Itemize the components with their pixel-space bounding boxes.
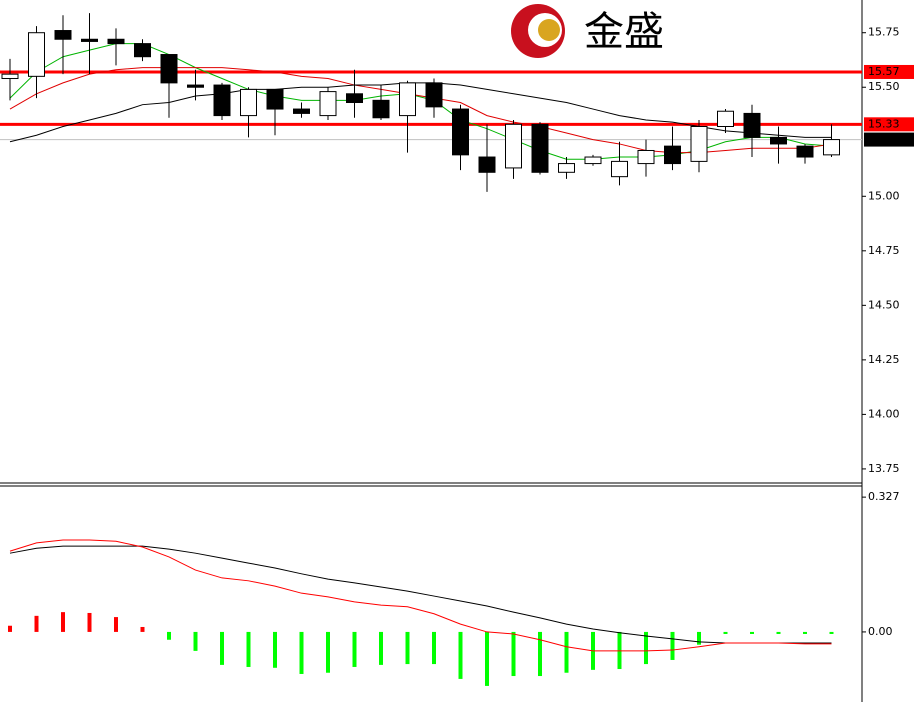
candle-body [160,54,178,84]
candle-body [319,91,337,117]
y-tick-label: 13.75 [868,462,900,475]
histogram-bar [750,631,754,634]
histogram-bar [829,631,834,634]
histogram-bar [114,617,118,632]
histogram-bar [538,631,542,677]
histogram-bar [167,631,171,640]
candle-body [81,38,98,42]
candle-body [266,88,284,110]
indicator-line [9,539,832,652]
price-label-bg [864,132,914,147]
y-tick-label: 0.327 [868,490,900,503]
y-tick-label: 15.00 [868,189,900,202]
watermark: 金盛 [584,9,664,55]
candle-body [213,84,231,117]
histogram-bar [246,631,251,667]
histogram-bar [8,625,12,632]
histogram-bar [644,631,648,665]
histogram-bar [723,631,728,634]
histogram-bar [511,631,516,677]
candle-body [107,38,125,45]
indicator-line [9,82,832,143]
y-tick-label: 14.25 [868,353,900,366]
histogram-bar [326,631,330,673]
candle-body [690,125,708,162]
candle-body [823,139,840,156]
histogram-bar [273,631,277,668]
candle-body [452,108,469,156]
candle-body [293,108,310,114]
histogram-bar [670,631,675,660]
histogram-bar [299,631,304,674]
candle-body [54,30,72,40]
candle-body [425,82,443,108]
histogram-bar [776,631,781,634]
histogram-bar [564,631,569,673]
candle-body [187,84,204,88]
logo [511,4,565,58]
candle-body [346,93,363,104]
candle-body [664,145,681,165]
histogram-bar [352,631,357,667]
candle-body [505,123,522,169]
candle-body [478,156,496,173]
histogram-bar [697,631,701,645]
y-tick-label: 0.00 [868,625,893,638]
histogram-bar [432,631,436,665]
candle-body [770,136,787,145]
candle-body [717,110,734,127]
y-tick-label: 15.50 [868,80,900,93]
price-label-bg [864,64,914,79]
histogram-bar [803,631,807,634]
candle-body [28,32,45,77]
candle-body [584,156,602,165]
price-label-bg [864,117,914,132]
y-tick-label: 15.75 [868,26,900,39]
candle-body [637,149,655,165]
y-tick-label: 14.75 [868,244,900,257]
histogram-bar [379,631,383,665]
indicator-line [9,545,832,644]
histogram-bar [61,612,65,632]
histogram-bar [34,615,39,632]
histogram-bar [87,612,92,632]
candle-body [743,112,761,138]
candle-body [611,160,628,178]
candle-body [134,43,151,58]
histogram-bar [405,631,410,665]
y-tick-label: 14.50 [868,298,900,311]
histogram-bar [458,631,463,679]
candle-body [1,73,19,80]
candle-body [796,145,814,158]
price-label: 15.33 [868,117,900,130]
histogram-bar [485,631,489,686]
candle-body [399,82,416,117]
y-tick-label: 14.00 [868,407,900,420]
candle-body [240,88,257,117]
histogram-bar [220,631,224,665]
histogram-bar [193,631,198,651]
candle-body [531,123,549,173]
price-label: 15.57 [868,65,900,78]
histogram-bar [140,626,145,632]
candle-body [372,99,390,119]
candle-body [558,163,575,173]
price-label: 15.26 [868,133,900,146]
